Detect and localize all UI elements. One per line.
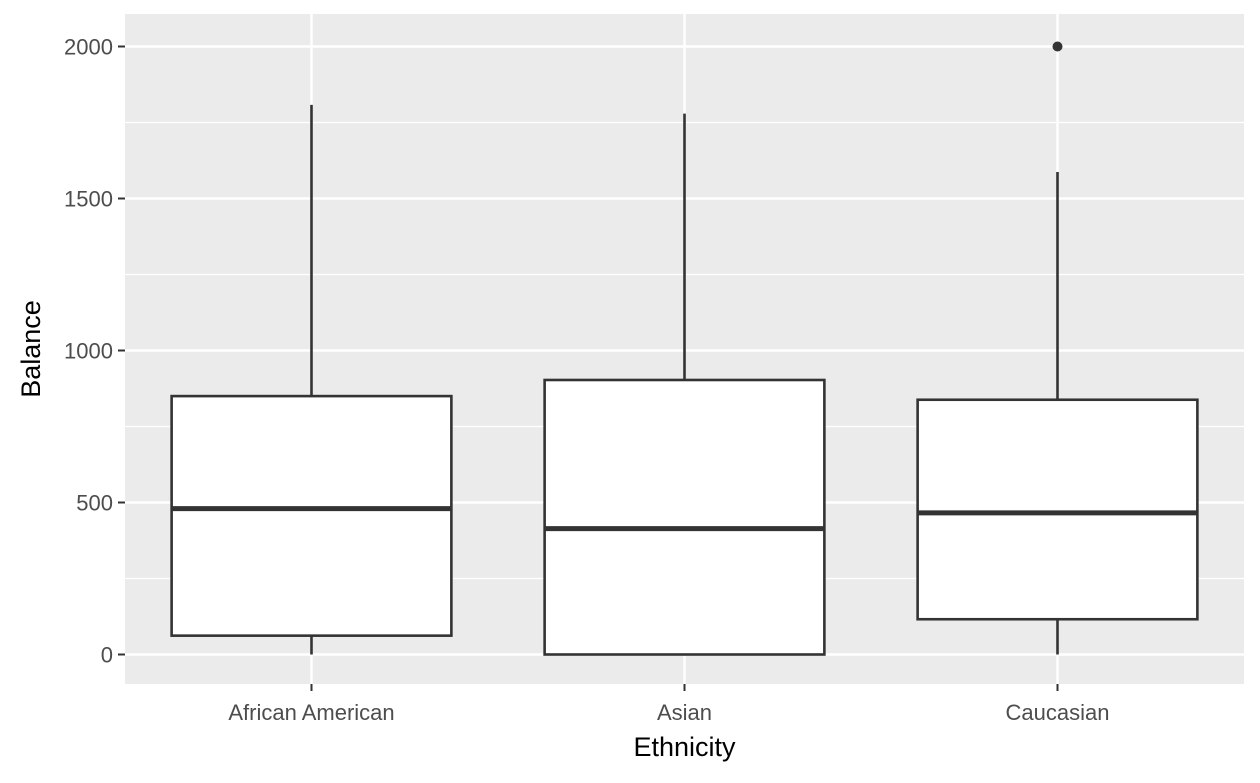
- y-axis-title: Balance: [16, 300, 46, 398]
- box-group: [916, 41, 1199, 655]
- x-tick-label: Asian: [657, 700, 712, 725]
- y-tick-label: 1500: [64, 187, 113, 212]
- y-tick-label: 500: [76, 491, 113, 516]
- box-group: [543, 113, 826, 656]
- x-tick-label: African American: [228, 700, 394, 725]
- x-axis-title: Ethnicity: [633, 732, 736, 762]
- box-group: [170, 104, 453, 655]
- x-axis: African American Asian Caucasian: [228, 684, 1109, 725]
- box-iqr: [916, 398, 1199, 621]
- boxes-layer: [170, 41, 1199, 656]
- box-iqr: [543, 378, 826, 656]
- y-axis: 0 500 1000 1500 2000: [64, 35, 125, 668]
- outlier-point: [1052, 41, 1063, 52]
- box-iqr: [170, 394, 453, 637]
- y-tick-label: 0: [101, 643, 113, 668]
- x-tick-label: Caucasian: [1006, 700, 1110, 725]
- y-tick-label: 1000: [64, 339, 113, 364]
- y-tick-label: 2000: [64, 35, 113, 60]
